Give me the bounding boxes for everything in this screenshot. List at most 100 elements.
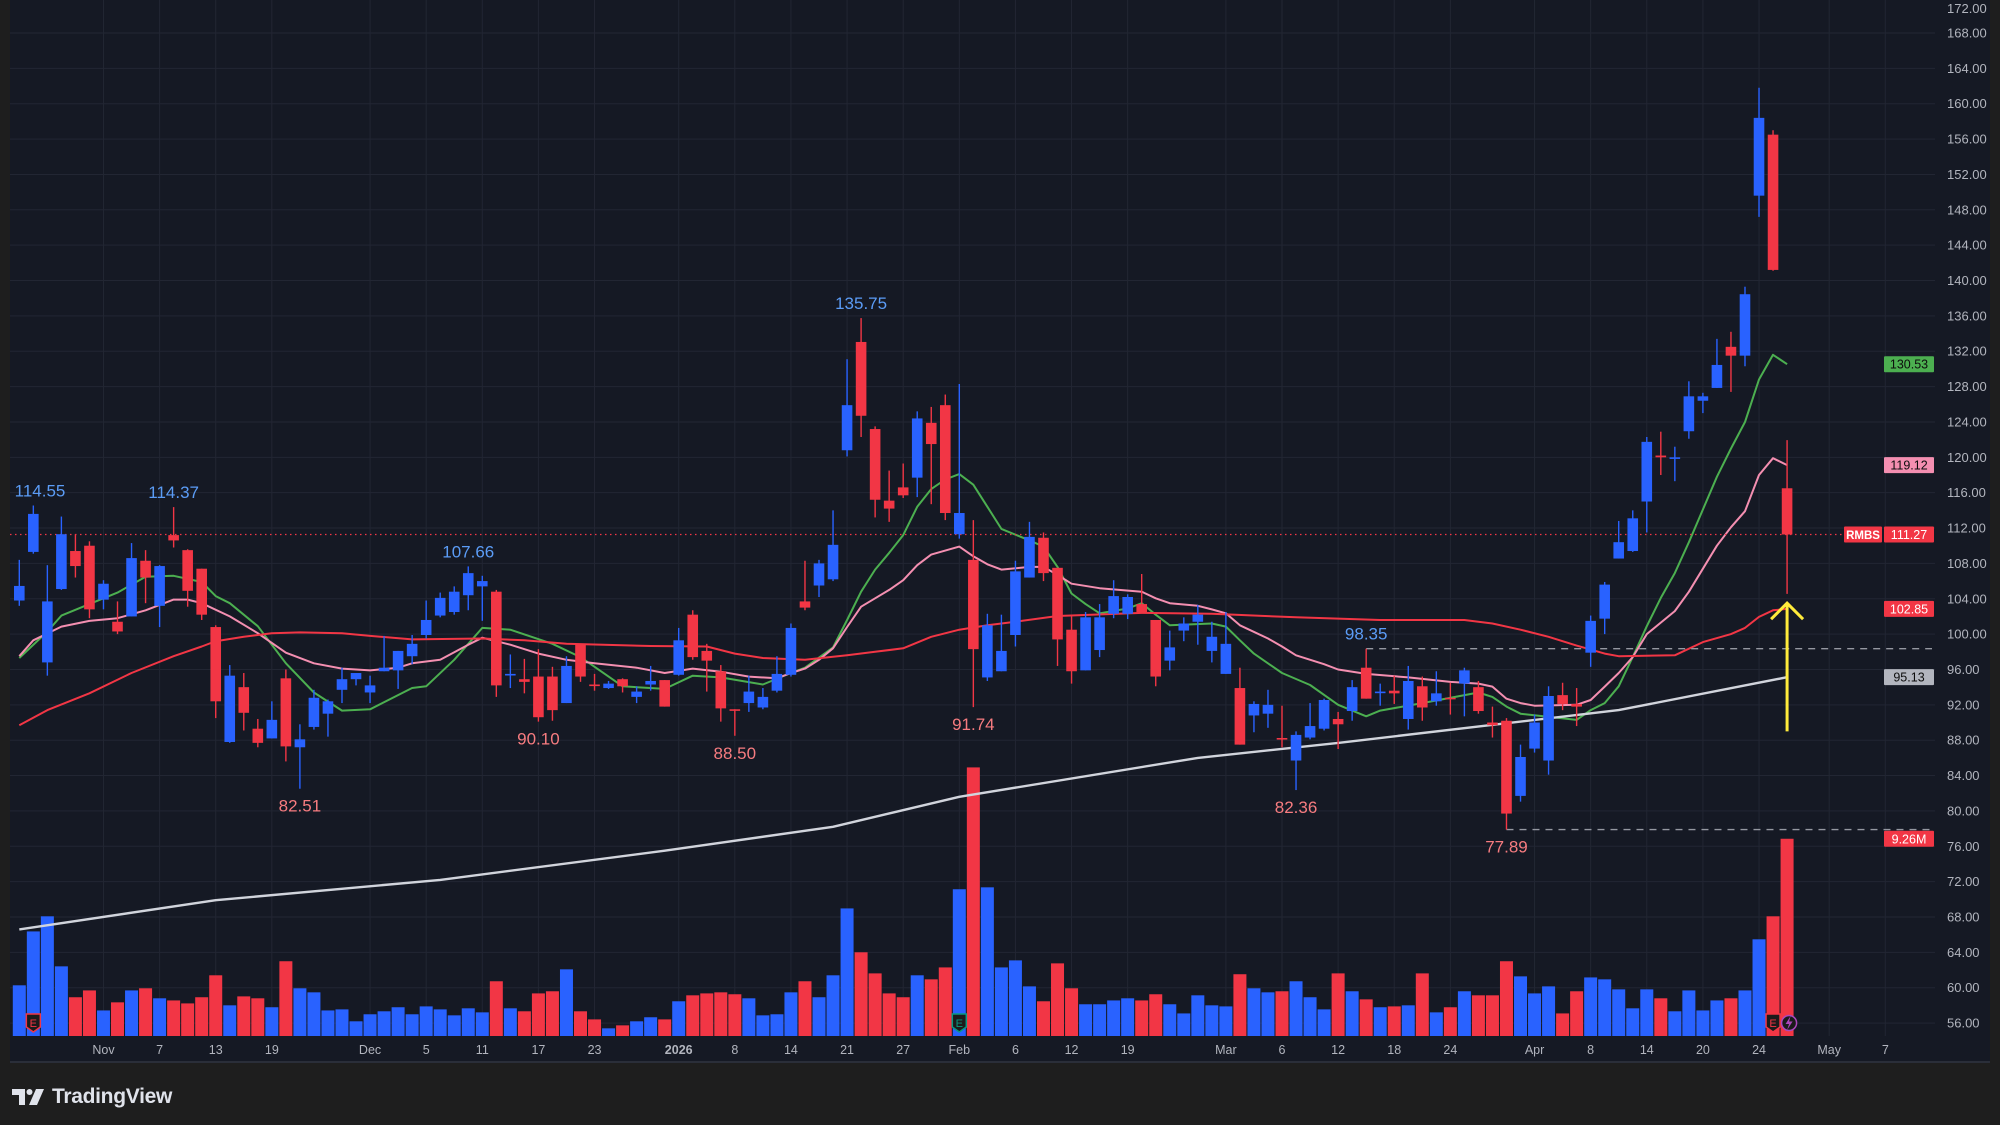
candle[interactable]: [378, 635, 390, 672]
candle[interactable]: [1683, 381, 1695, 439]
candle[interactable]: [112, 601, 123, 635]
candle[interactable]: [813, 559, 825, 597]
candle[interactable]: [126, 543, 137, 617]
candle[interactable]: [350, 673, 362, 686]
candle[interactable]: [1655, 431, 1667, 475]
candle[interactable]: [869, 426, 881, 518]
time-axis[interactable]: Nov 7 13 19 Dec 5 11 17 23 2026 8 14 21 27 Feb 6 12 19 Mar…: [92, 1043, 1888, 1057]
candle[interactable]: [1276, 705, 1288, 748]
candle[interactable]: [154, 565, 165, 628]
candle[interactable]: [1529, 714, 1540, 753]
candle[interactable]: [1178, 617, 1190, 642]
candle[interactable]: [1585, 615, 1596, 667]
candle[interactable]: [1515, 744, 1526, 802]
candle[interactable]: [1038, 532, 1049, 582]
candle[interactable]: [491, 589, 502, 697]
candle[interactable]: [1697, 392, 1709, 414]
candle[interactable]: [1164, 630, 1176, 671]
candle[interactable]: [827, 510, 839, 582]
candle[interactable]: [589, 673, 600, 691]
candle[interactable]: [1094, 604, 1105, 658]
candle[interactable]: [1417, 676, 1428, 721]
candle[interactable]: [883, 470, 895, 522]
candle[interactable]: [1487, 706, 1498, 738]
candle[interactable]: [1431, 671, 1442, 706]
candle[interactable]: [1641, 436, 1653, 533]
candle[interactable]: [462, 566, 474, 611]
candle[interactable]: [687, 610, 699, 660]
candle[interactable]: [476, 575, 488, 621]
candle[interactable]: [322, 699, 334, 737]
candle[interactable]: [785, 623, 797, 677]
candle[interactable]: [855, 318, 867, 437]
candle[interactable]: [1739, 286, 1751, 367]
candle[interactable]: [140, 550, 151, 604]
candle[interactable]: [252, 718, 264, 748]
candle[interactable]: [575, 643, 586, 682]
candle[interactable]: [168, 507, 179, 548]
candle[interactable]: [42, 565, 53, 676]
candle[interactable]: [182, 549, 193, 607]
candle[interactable]: [519, 658, 530, 694]
candle[interactable]: [631, 686, 642, 704]
candle[interactable]: [617, 678, 628, 693]
candle[interactable]: [757, 688, 769, 710]
lightning-marker-icon[interactable]: [1780, 1014, 1798, 1032]
candle[interactable]: [1052, 567, 1063, 666]
candle[interactable]: [1136, 574, 1147, 613]
candle[interactable]: [1332, 711, 1344, 750]
candle[interactable]: [1711, 338, 1723, 388]
candle[interactable]: [224, 665, 236, 743]
candle[interactable]: [968, 520, 979, 708]
arrow-head[interactable]: [1770, 601, 1805, 621]
candle[interactable]: [392, 650, 404, 689]
candle[interactable]: [982, 613, 993, 681]
price-axis[interactable]: 56.00 60.00 64.00 68.00 72.00 76.00 80.00 84.00…: [1947, 1, 1987, 1031]
candle[interactable]: [1459, 667, 1470, 717]
candle[interactable]: [645, 665, 656, 691]
candle[interactable]: [364, 675, 376, 704]
candle[interactable]: [14, 559, 25, 606]
candle[interactable]: [743, 675, 755, 712]
candle[interactable]: [1206, 621, 1218, 663]
candle[interactable]: [1725, 331, 1737, 392]
candle[interactable]: [1108, 580, 1119, 619]
candle[interactable]: [1290, 731, 1302, 791]
candle[interactable]: [280, 669, 292, 762]
candle[interactable]: [911, 411, 923, 498]
candle[interactable]: [1304, 703, 1316, 740]
candle[interactable]: [1753, 87, 1765, 217]
candle[interactable]: [1066, 616, 1077, 684]
price-series[interactable]: [14, 87, 1793, 830]
candle[interactable]: [603, 680, 614, 689]
candle[interactable]: [238, 673, 250, 731]
earnings-marker-icon[interactable]: E: [25, 1013, 42, 1033]
candle[interactable]: [1150, 619, 1162, 687]
candle[interactable]: [1388, 675, 1400, 704]
candle[interactable]: [56, 516, 67, 590]
candle[interactable]: [1234, 667, 1246, 745]
candle[interactable]: [561, 656, 572, 704]
candle[interactable]: [1024, 521, 1035, 578]
candle[interactable]: [1010, 560, 1021, 647]
candle[interactable]: [1767, 130, 1779, 271]
candle[interactable]: [1445, 682, 1456, 715]
candle[interactable]: [1080, 612, 1091, 671]
candle[interactable]: [98, 580, 109, 610]
candle[interactable]: [1501, 718, 1512, 830]
candle[interactable]: [799, 560, 811, 611]
candle[interactable]: [1473, 680, 1484, 714]
candle[interactable]: [28, 505, 39, 554]
candle[interactable]: [420, 600, 432, 639]
candle[interactable]: [1557, 682, 1568, 711]
candle[interactable]: [1346, 680, 1358, 721]
candle[interactable]: [729, 709, 741, 736]
candle[interactable]: [196, 568, 207, 620]
candle[interactable]: [1402, 665, 1414, 730]
tradingview-logo-text[interactable]: TradingView: [52, 1085, 173, 1108]
candle[interactable]: [715, 665, 727, 722]
candle[interactable]: [1571, 688, 1582, 727]
candle[interactable]: [701, 643, 713, 692]
